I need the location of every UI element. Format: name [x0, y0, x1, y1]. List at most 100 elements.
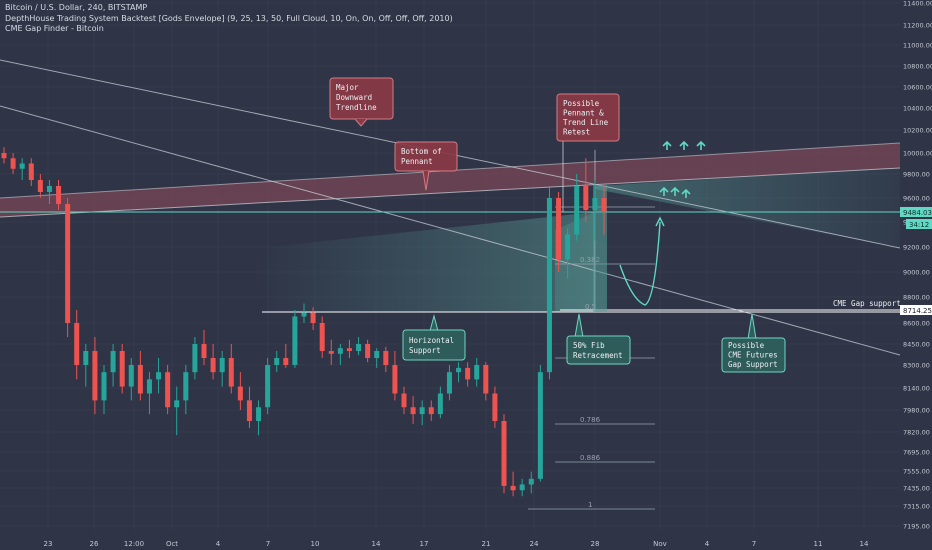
fib-label-1: 1 [588, 501, 592, 509]
candle-body [392, 365, 398, 394]
candle-body [556, 198, 562, 260]
candle-body [283, 358, 289, 365]
candle-body [546, 198, 552, 373]
callout-major-downward-trendline[interactable]: Major Downward Trendline [329, 77, 394, 127]
callout-fib-retracement[interactable]: 50% Fib Retracement [566, 313, 631, 365]
callout-text: 50% Fib [573, 341, 605, 350]
red-envelope-band [0, 143, 900, 217]
price-tick-label: 8300.00 [903, 362, 930, 370]
candle-body [483, 365, 489, 394]
candle-body [301, 312, 307, 317]
candle-body [46, 186, 52, 192]
callout-text: Possible [728, 341, 765, 350]
candle-body [501, 421, 507, 486]
callout-text: Trendline [336, 103, 377, 112]
price-tick-label: 7695.00 [903, 449, 930, 457]
price-tick-label: 10800.00 [903, 63, 932, 71]
price-tick-label: 9200.00 [903, 244, 930, 252]
projection-arrow [619, 221, 661, 306]
teal-fade-zone-right [595, 168, 900, 248]
callout-text: Pennant & [563, 109, 604, 118]
price-tick-label: 9000.00 [903, 269, 930, 277]
callout-text: Horizontal [409, 336, 454, 345]
callout-text: Major [336, 83, 359, 92]
time-tick-label: 17 [420, 540, 429, 548]
candle-body [492, 393, 498, 421]
time-tick-label: 10 [311, 540, 320, 548]
time-tick-label: 12:00 [124, 540, 144, 548]
svg-text:50% Fib Retracement: 50% Fib Retracement [573, 341, 623, 360]
time-tick-label: 21 [482, 540, 491, 548]
legend-symbol: Bitcoin / U.S. Dollar, 240, BITSTAMP [5, 3, 148, 12]
candle-body [137, 365, 143, 394]
price-tick-label: 7555.00 [903, 468, 930, 476]
up-arrows [659, 140, 706, 198]
candle-body [574, 186, 580, 235]
candle-body [228, 358, 234, 387]
price-tick-label: 8600.00 [903, 320, 930, 328]
candle-body [156, 372, 162, 380]
candle-body [456, 367, 462, 373]
callout-possible-pennant[interactable]: Possible Pennant & Trend Line Retest [556, 93, 620, 142]
candle-body [528, 478, 534, 485]
candle-body [401, 393, 407, 408]
price-tick-label: 10200.00 [903, 127, 932, 135]
fib-label-0886: 0.886 [580, 454, 601, 462]
price-tick-label: 7315.00 [903, 503, 930, 511]
price-axis[interactable] [900, 0, 932, 550]
time-tick-label: 7 [266, 540, 270, 548]
time-tick-label: Oct [166, 540, 178, 548]
callout-bottom-of-pennant[interactable]: Bottom of Pennant [394, 141, 458, 191]
candle-body [592, 198, 598, 210]
time-tick-label: 7 [752, 540, 756, 548]
callout-text: CME Futures [728, 351, 778, 360]
callout-text: Gap Support [728, 360, 778, 369]
candle-body [256, 407, 262, 421]
price-tick-label: 7980.00 [903, 407, 930, 415]
price-tick-label: 7820.00 [903, 429, 930, 437]
candle-body [28, 163, 34, 180]
candle-body [565, 234, 571, 260]
svg-text:Possible CME Futures: Possible CME Futures Gap Support [728, 341, 782, 369]
candle-body [328, 351, 334, 354]
price-tag-cme-gap: 8714.25 [900, 305, 932, 315]
svg-text:Bottom of Pennant: Bottom of Pennant [401, 147, 446, 166]
price-tag-countdown: 34:12 [906, 219, 932, 229]
fib-label-0382: 0.382 [580, 256, 600, 264]
time-tick-label: 14 [372, 540, 381, 548]
candle-body [19, 163, 25, 169]
candle-body [174, 400, 180, 408]
lower-downward-trendline [0, 105, 901, 356]
time-tick-label: 26 [90, 540, 99, 548]
price-tick-label: 7435.00 [903, 485, 930, 493]
candle-body [437, 393, 443, 415]
time-tick-label: 14 [860, 540, 869, 548]
callout-text: Pennant [401, 157, 433, 166]
candle-body [356, 344, 362, 351]
candle-body [128, 365, 134, 387]
candle-body [101, 372, 107, 401]
candle-body [119, 351, 125, 387]
legend-indicator-cme-gap[interactable]: CME Gap Finder - Bitcoin [5, 24, 104, 33]
price-tick-label: 11200.00 [903, 22, 932, 30]
candle-body [237, 386, 243, 401]
price-tick-label: 8140.00 [903, 385, 930, 393]
price-tick-label: 8450.00 [903, 341, 930, 349]
price-tick-label: 9600.00 [903, 195, 930, 203]
candle-body [10, 158, 16, 169]
price-tick-label: 7195.00 [903, 523, 930, 531]
candle-body [1, 153, 7, 159]
projection-arrow-head [655, 216, 665, 227]
candle-body [92, 351, 98, 401]
candle-body [274, 358, 280, 365]
time-tick-label: 28 [591, 540, 600, 548]
callout-horizontal-support[interactable]: Horizontal Support [402, 314, 466, 361]
candle-body [346, 348, 352, 351]
legend-indicator-envelope[interactable]: DepthHouse Trading System Backtest [Gods… [5, 13, 453, 23]
candle-body [365, 344, 371, 358]
candle-body [583, 186, 589, 210]
fib-labels: 0.382 0.5 0.786 0.886 1 [580, 256, 601, 509]
callout-cme-futures-gap[interactable]: Possible CME Futures Gap Support [721, 313, 786, 373]
